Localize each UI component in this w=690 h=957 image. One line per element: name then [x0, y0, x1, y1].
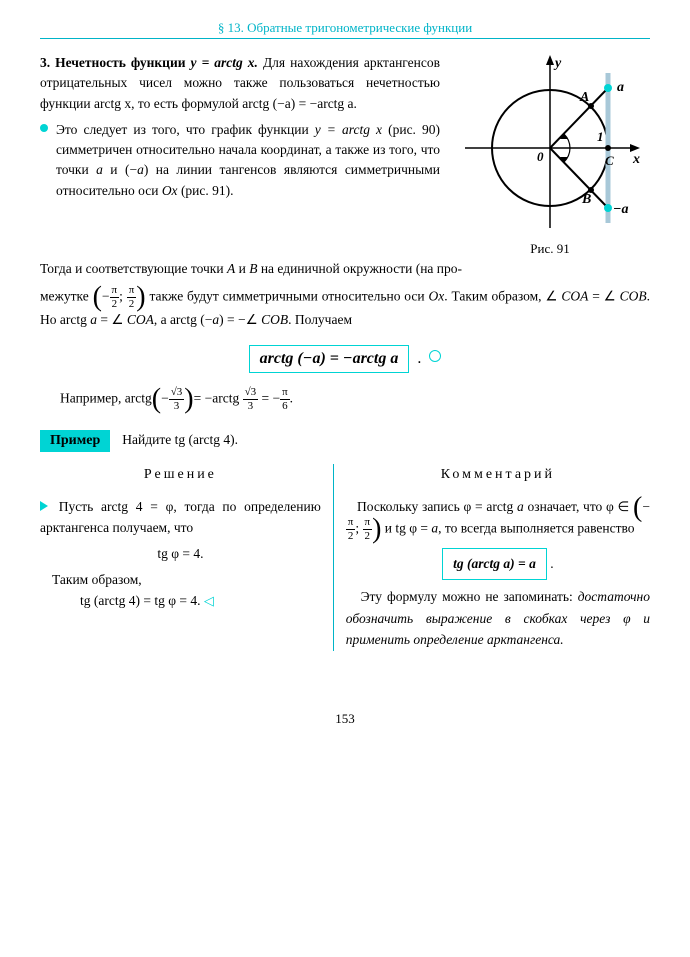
- heading-3-text: 3. Нечетность функции: [40, 55, 191, 70]
- ex-end: .: [290, 390, 293, 405]
- t6: a: [137, 162, 144, 177]
- d3: . Таким образом, ∠: [444, 289, 561, 304]
- svg-text:A: A: [579, 90, 589, 105]
- ex-mid: = −arctg: [194, 390, 240, 405]
- t2: y = arctg x: [315, 122, 382, 137]
- c3: и: [235, 261, 249, 276]
- svg-text:−a: −a: [613, 202, 628, 217]
- interval-paragraph: межутке (−π2; π2) также будут симметричн…: [40, 285, 650, 330]
- commentary-column: Комментарий Поскольку запись φ = arctg a…: [333, 464, 650, 651]
- end-marker-icon: ◁: [204, 591, 214, 612]
- boxed-formula-1: arctg (−a) = −arctg a: [249, 345, 410, 373]
- bullet-icon: [40, 124, 48, 132]
- d2: Ox: [428, 289, 444, 304]
- c5: на единичной окружности (на про-: [257, 261, 462, 276]
- svg-text:y: y: [553, 56, 562, 71]
- proof-paragraph: Это следует из того, что график функции …: [40, 120, 650, 201]
- d14: COB: [261, 312, 288, 327]
- com-a: Поскольку запись φ = arctg: [357, 499, 517, 514]
- sol-f1: tg φ = 4.: [40, 543, 321, 565]
- boxed-formula-2: tg (arctg a) = a: [442, 548, 547, 580]
- d13: ) = −∠: [219, 312, 261, 327]
- solution-columns: Решение Пусть arctg 4 = φ, тогда по опре…: [40, 464, 650, 651]
- t4: a: [96, 162, 103, 177]
- solution-column: Решение Пусть arctg 4 = φ, тогда по опре…: [40, 464, 333, 651]
- d1: также будут симметричными относительно о…: [146, 289, 429, 304]
- c1: Тогда и соответствующие точки: [40, 261, 227, 276]
- continuation-paragraph: Тогда и соответствующие точки A и B на е…: [40, 259, 650, 279]
- commentary-heading: Комментарий: [346, 464, 650, 486]
- com-b: a: [517, 499, 524, 514]
- com-d: и tg φ =: [381, 521, 431, 536]
- page-number: 153: [40, 711, 650, 727]
- example-label: Пример: [40, 430, 110, 452]
- example-numeric: Например, arctg(−√33)= −arctg √33 = −π6.: [60, 387, 650, 412]
- svg-text:a: a: [617, 80, 624, 95]
- sol-p1: Пусть arctg 4 = φ, тогда по определению …: [40, 499, 321, 536]
- d8: a: [90, 312, 97, 327]
- figure-caption: Рис. 91: [450, 241, 650, 257]
- example-task: Найдите tg (arctg 4).: [122, 432, 238, 447]
- d15: . Получаем: [288, 312, 352, 327]
- header-rule: [40, 38, 650, 39]
- section-header: § 13. Обратные тригонометрические функци…: [40, 20, 650, 36]
- boxed-formula-row: arctg (−a) = −arctg a .: [40, 345, 650, 373]
- d4: COA: [561, 289, 588, 304]
- t9: (рис. 91).: [178, 183, 234, 198]
- heading-3-formula: y = arctg x.: [191, 55, 258, 70]
- com-p2: Эту формулу можно не запоминать:: [361, 589, 578, 604]
- t5: и (−: [103, 162, 137, 177]
- d6: COB: [620, 289, 647, 304]
- sol-f2: tg (arctg 4) = tg φ = 4.: [80, 593, 201, 608]
- d5: = ∠: [588, 289, 619, 304]
- end-proof-icon: [429, 350, 441, 362]
- d9: = ∠: [97, 312, 127, 327]
- c2: A: [227, 261, 235, 276]
- solution-heading: Решение: [40, 464, 321, 486]
- example-block: Пример Найдите tg (arctg 4).: [40, 430, 650, 452]
- d0: межутке: [40, 289, 93, 304]
- d10: COA: [127, 312, 154, 327]
- t1: Это следует из того, что график функции: [56, 122, 315, 137]
- t8: Ox: [162, 183, 178, 198]
- sol-p2: Таким образом,: [40, 569, 321, 591]
- ex-pre: Например, arctg: [60, 390, 152, 405]
- d11: , а arctg (−: [154, 312, 213, 327]
- com-c: означает, что φ ∈: [524, 499, 633, 514]
- com-f: , то всегда выполняется равенство: [438, 521, 634, 536]
- start-marker-icon: [40, 501, 48, 511]
